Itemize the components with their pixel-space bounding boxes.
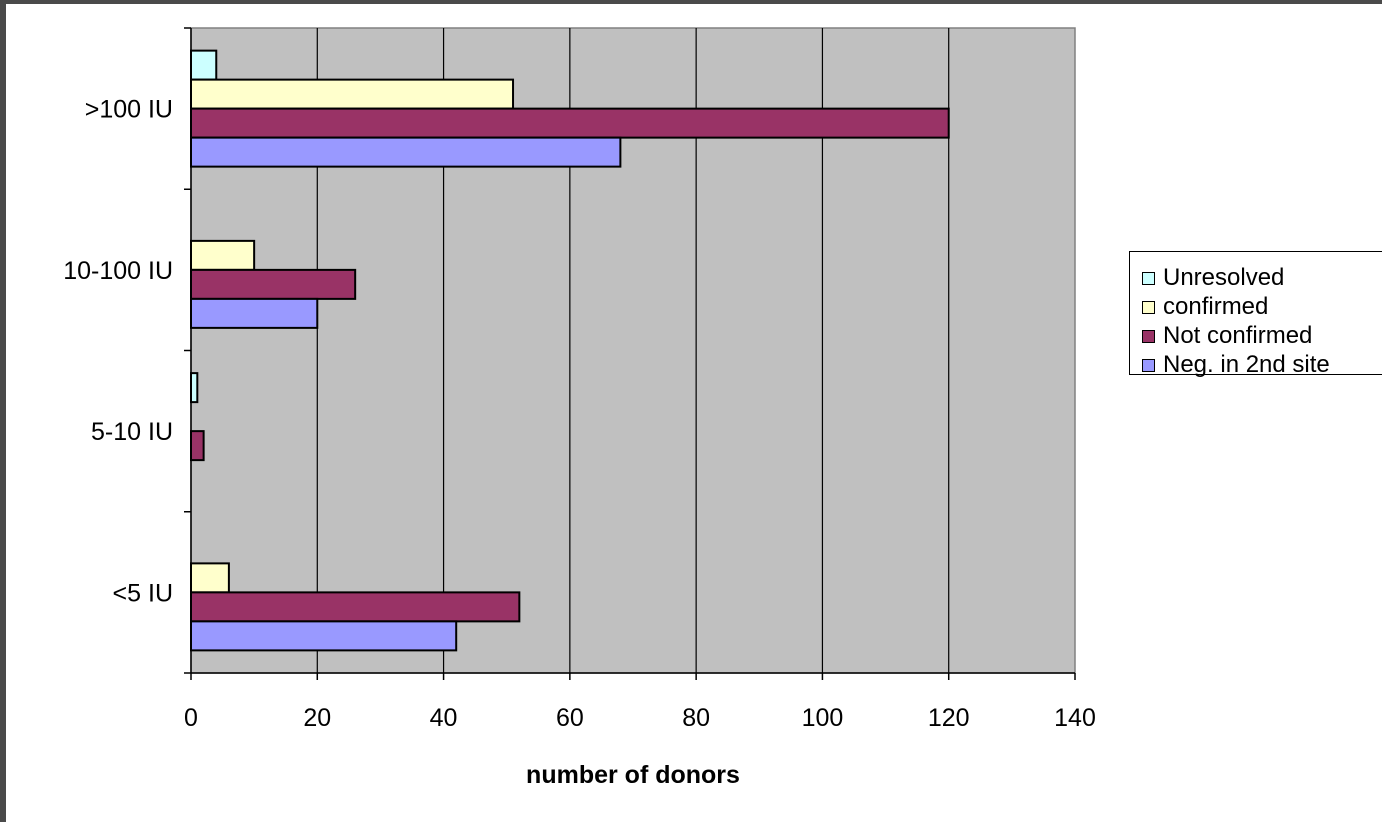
legend-item-neg-2nd-site: Neg. in 2nd site (1142, 351, 1330, 379)
legend: Unresolved confirmed Not confirmed Neg. … (1129, 251, 1382, 378)
bar-unresolved-100-iu (190, 49, 218, 81)
legend-item-not-confirmed: Not confirmed (1142, 322, 1312, 350)
y-tick-label-5-iu: <5 IU (113, 579, 173, 607)
x-axis-title: number of donors (526, 761, 740, 789)
bar-confirmed-10-100-iu (190, 239, 256, 271)
y-tick-label-5-10-iu: 5-10 IU (91, 418, 173, 446)
bar-not-confirmed-10-100-iu (190, 268, 357, 300)
y-tick-label-10-100-iu: 10-100 IU (63, 257, 173, 285)
chart-frame: 0 20 40 60 80 100 120 140 >100 IU 10-100 IU 5-10 I… (6, 4, 1382, 822)
bar-not-confirmed-5-iu (190, 591, 521, 623)
y-tick-label-100-iu: >100 IU (85, 96, 173, 124)
legend-item-unresolved: Unresolved (1142, 264, 1284, 292)
x-tick-label-40: 40 (430, 704, 458, 732)
legend-item-confirmed: confirmed (1142, 293, 1268, 321)
bar-neg-in-2nd-site-5-iu (190, 620, 458, 652)
bar-chart: 0 20 40 60 80 100 120 140 >100 IU 10-100 IU 5-10 I… (63, 27, 1096, 789)
x-tick-label-100: 100 (802, 704, 844, 732)
x-tick-label-0: 0 (184, 704, 198, 732)
legend-swatch-confirmed (1142, 300, 1155, 314)
legend-label-neg-2nd-site: Neg. in 2nd site (1163, 351, 1330, 378)
bar-confirmed-100-iu (190, 78, 515, 110)
bar-not-confirmed-5-10-iu (190, 430, 205, 462)
legend-label-confirmed: confirmed (1163, 293, 1269, 320)
x-tick-label-80: 80 (682, 704, 710, 732)
legend-label-not-confirmed: Not confirmed (1163, 322, 1313, 349)
bar-not-confirmed-100-iu (190, 107, 950, 139)
bar-neg-in-2nd-site-10-100-iu (190, 297, 319, 329)
x-tick-label-20: 20 (303, 704, 331, 732)
legend-label-unresolved: Unresolved (1163, 264, 1285, 291)
bar-confirmed-5-iu (190, 562, 230, 594)
legend-swatch-neg-2nd-site (1142, 358, 1155, 372)
legend-swatch-not-confirmed (1142, 329, 1155, 343)
legend-swatch-unresolved (1142, 271, 1155, 285)
x-tick-label-60: 60 (556, 704, 584, 732)
x-tick-label-140: 140 (1054, 704, 1096, 732)
x-tick-label-120: 120 (928, 704, 970, 732)
bar-unresolved-5-10-iu (190, 372, 199, 404)
bar-neg-in-2nd-site-100-iu (190, 136, 622, 168)
